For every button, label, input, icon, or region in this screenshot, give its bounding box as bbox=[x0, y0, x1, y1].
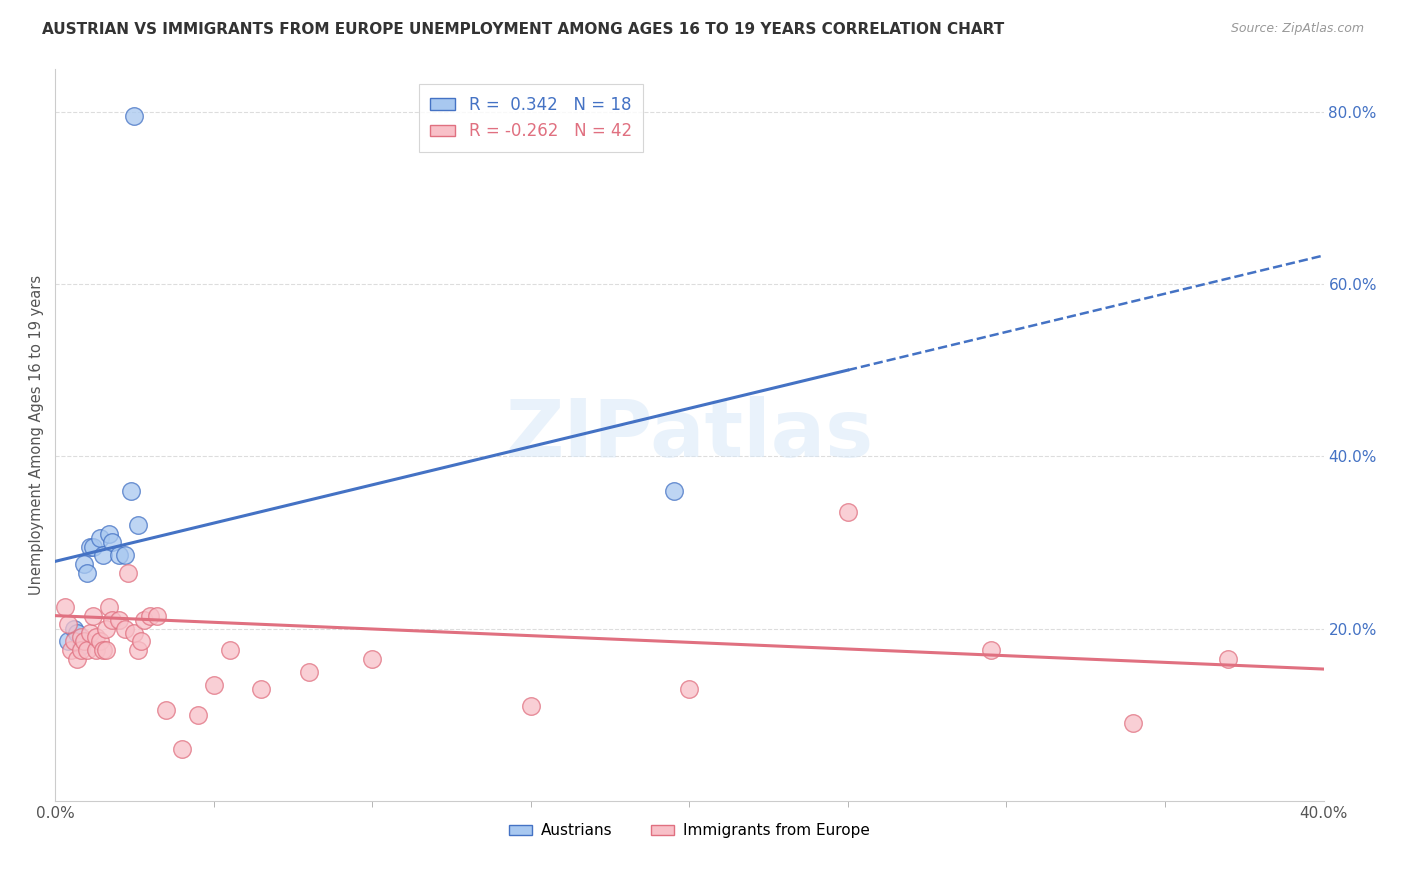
Point bbox=[86, 630, 108, 644]
Point bbox=[82, 608, 104, 623]
Y-axis label: Unemployment Among Ages 16 to 19 years: Unemployment Among Ages 16 to 19 years bbox=[30, 275, 44, 595]
Point bbox=[202, 677, 225, 691]
Point bbox=[101, 613, 124, 627]
Point bbox=[66, 625, 89, 640]
Point bbox=[662, 483, 685, 498]
Point bbox=[98, 526, 121, 541]
Point bbox=[837, 505, 859, 519]
Point bbox=[218, 643, 240, 657]
Point bbox=[63, 622, 86, 636]
Point bbox=[73, 557, 96, 571]
Point bbox=[91, 549, 114, 563]
Point bbox=[56, 634, 79, 648]
Point bbox=[120, 483, 142, 498]
Point bbox=[94, 622, 117, 636]
Point bbox=[94, 643, 117, 657]
Point bbox=[60, 643, 83, 657]
Text: AUSTRIAN VS IMMIGRANTS FROM EUROPE UNEMPLOYMENT AMONG AGES 16 TO 19 YEARS CORREL: AUSTRIAN VS IMMIGRANTS FROM EUROPE UNEMP… bbox=[42, 22, 1004, 37]
Point bbox=[107, 613, 129, 627]
Point bbox=[127, 643, 149, 657]
Point bbox=[980, 643, 1002, 657]
Point bbox=[76, 643, 98, 657]
Point bbox=[66, 651, 89, 665]
Point bbox=[1122, 716, 1144, 731]
Point bbox=[82, 540, 104, 554]
Point bbox=[101, 535, 124, 549]
Point bbox=[139, 608, 162, 623]
Point bbox=[129, 634, 152, 648]
Point bbox=[107, 549, 129, 563]
Point bbox=[298, 665, 321, 679]
Point bbox=[76, 566, 98, 580]
Point bbox=[155, 703, 177, 717]
Point bbox=[73, 634, 96, 648]
Point bbox=[114, 622, 136, 636]
Point bbox=[89, 531, 111, 545]
Point bbox=[678, 681, 700, 696]
Point bbox=[69, 643, 91, 657]
Point bbox=[250, 681, 273, 696]
Point bbox=[63, 634, 86, 648]
Point bbox=[170, 742, 193, 756]
Point bbox=[124, 109, 146, 123]
Point bbox=[114, 549, 136, 563]
Point bbox=[86, 643, 108, 657]
Point bbox=[145, 608, 167, 623]
Point bbox=[91, 643, 114, 657]
Point bbox=[56, 617, 79, 632]
Legend: Austrians, Immigrants from Europe: Austrians, Immigrants from Europe bbox=[503, 817, 876, 845]
Point bbox=[127, 518, 149, 533]
Point bbox=[1218, 651, 1240, 665]
Point bbox=[132, 613, 155, 627]
Point bbox=[69, 639, 91, 653]
Point bbox=[361, 651, 384, 665]
Point bbox=[98, 600, 121, 615]
Point bbox=[187, 707, 209, 722]
Point bbox=[520, 699, 543, 714]
Point bbox=[124, 625, 146, 640]
Point bbox=[117, 566, 139, 580]
Text: Source: ZipAtlas.com: Source: ZipAtlas.com bbox=[1230, 22, 1364, 36]
Point bbox=[89, 634, 111, 648]
Point bbox=[79, 540, 101, 554]
Text: ZIPatlas: ZIPatlas bbox=[505, 396, 873, 474]
Point bbox=[69, 630, 91, 644]
Point bbox=[53, 600, 76, 615]
Point bbox=[79, 625, 101, 640]
